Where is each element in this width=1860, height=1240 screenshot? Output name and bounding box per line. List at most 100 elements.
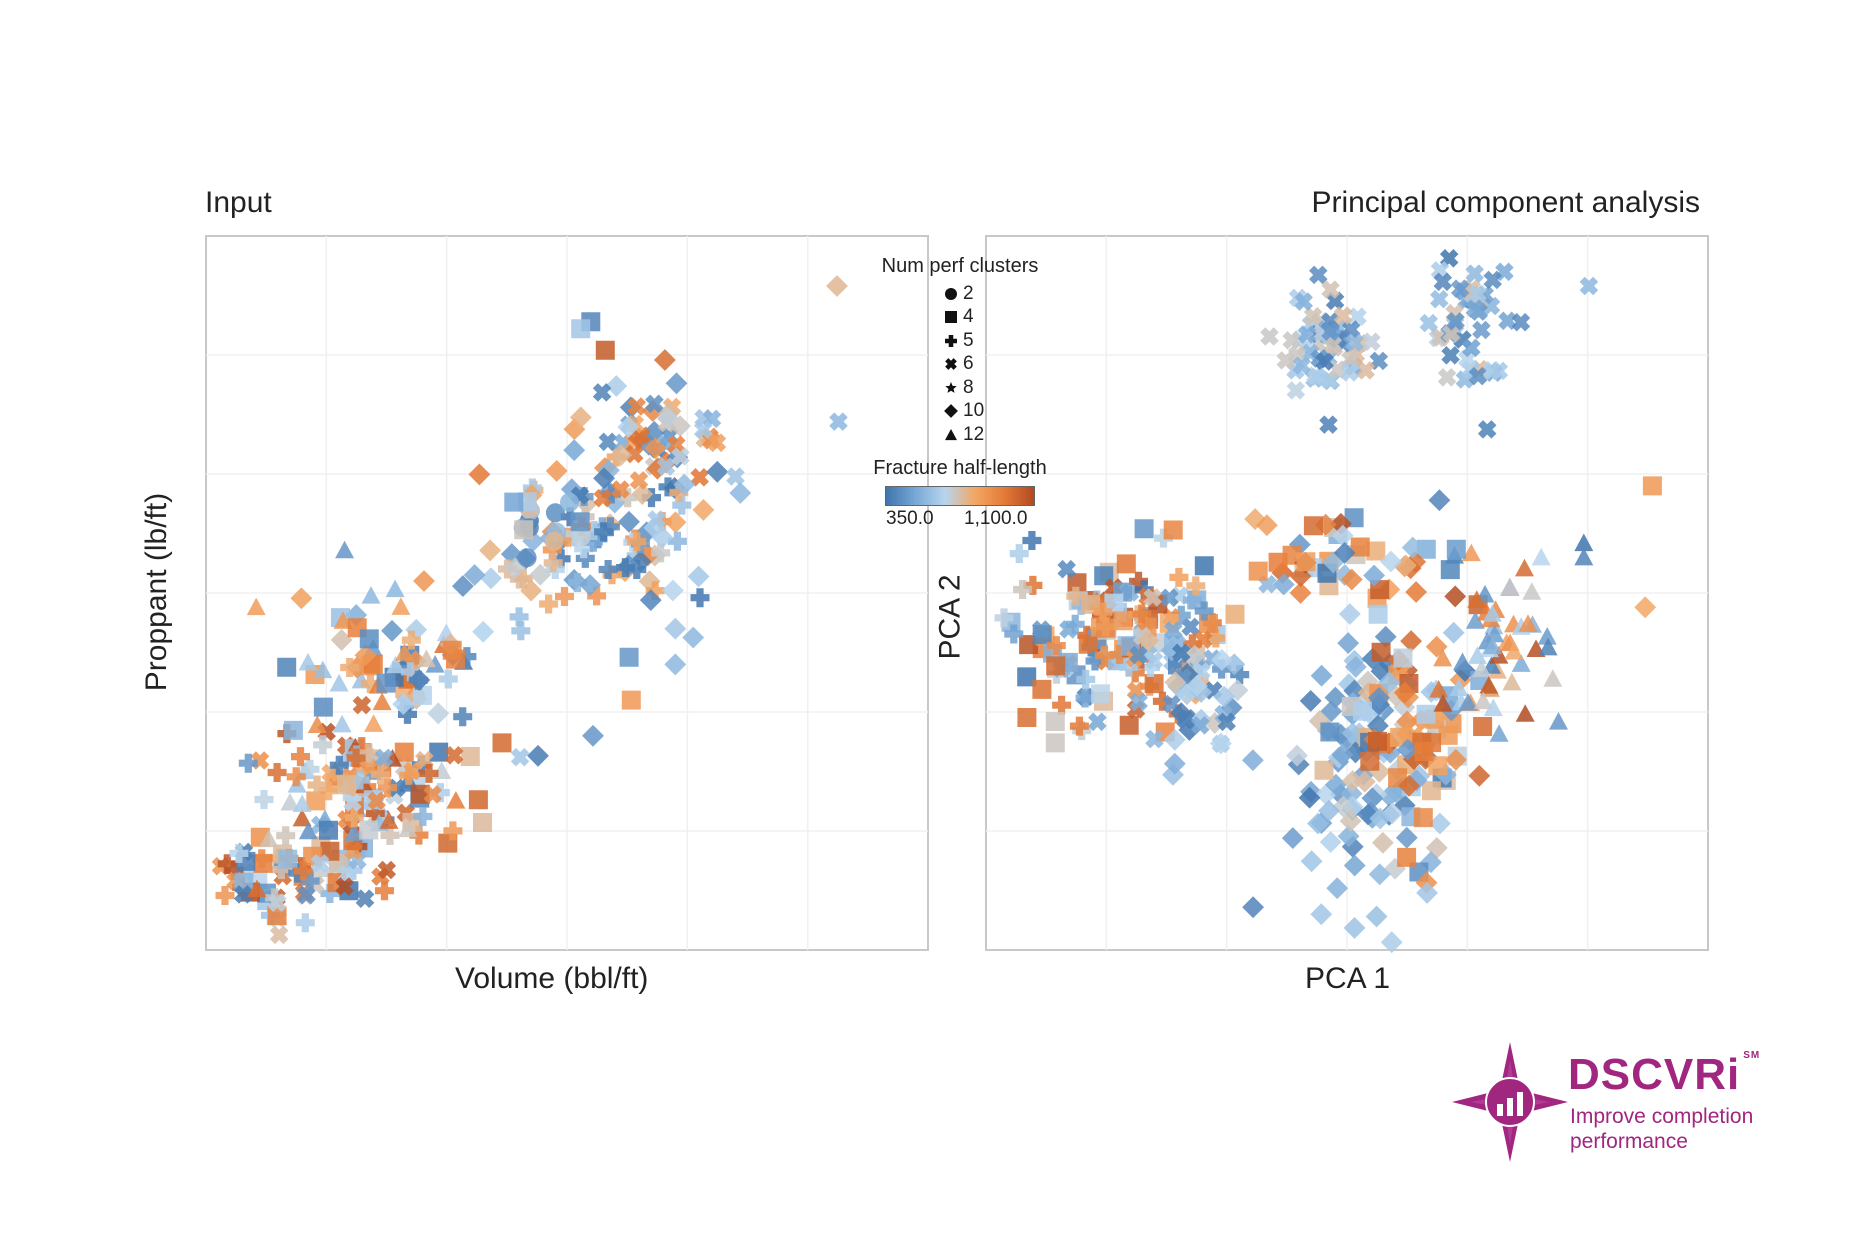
- input-point: [419, 763, 439, 783]
- pca-point: [1057, 559, 1076, 579]
- pca-point: [1489, 646, 1509, 664]
- pca-point: [1145, 729, 1164, 749]
- pca-point: [1385, 781, 1408, 804]
- pca-point: [1091, 684, 1111, 704]
- pca-point: [1318, 799, 1340, 822]
- pca-point: [1170, 702, 1193, 725]
- input-point: [409, 825, 429, 845]
- shape-legend-item: 5: [845, 329, 1075, 353]
- pca-point: [1420, 681, 1443, 703]
- pca-point: [1400, 630, 1423, 653]
- input-point: [300, 759, 320, 779]
- pca-point: [1206, 628, 1226, 648]
- pca-point: [1402, 748, 1425, 771]
- pca-point: [1319, 831, 1342, 853]
- input-point: [386, 655, 405, 674]
- input-point: [611, 480, 630, 499]
- pca-point: [1465, 299, 1485, 318]
- pca-point: [1465, 264, 1484, 283]
- pca-point: [1365, 905, 1388, 928]
- input-point: [292, 794, 312, 812]
- input-point: [385, 579, 405, 598]
- input-point: [513, 568, 533, 588]
- pca-point: [1393, 696, 1416, 719]
- pca-point: [1433, 694, 1453, 712]
- input-point: [619, 647, 639, 667]
- pca-point: [1384, 857, 1406, 880]
- pca-point: [1419, 313, 1439, 333]
- pca-point: [1162, 763, 1184, 786]
- pca-point: [1498, 311, 1517, 331]
- pca-point: [1209, 732, 1232, 755]
- input-point: [664, 617, 687, 640]
- input-point: [545, 459, 568, 482]
- pca-point: [1289, 565, 1312, 588]
- pca-point: [1337, 825, 1360, 848]
- pca-point: [1152, 691, 1172, 711]
- pca-point: [1444, 748, 1467, 771]
- input-point: [337, 864, 357, 884]
- pca-point: [1078, 634, 1098, 654]
- pca-point: [1093, 602, 1113, 622]
- pca-point: [1366, 541, 1386, 561]
- pca-point: [1017, 667, 1037, 687]
- input-point: [829, 412, 848, 431]
- square-marker-icon: [945, 311, 957, 324]
- color-max-label: 1,100.0: [964, 507, 1028, 529]
- pca-point: [1429, 680, 1449, 698]
- input-point: [706, 460, 729, 483]
- input-point: [359, 743, 379, 763]
- pca-point: [1314, 783, 1337, 806]
- pca-point: [1069, 716, 1089, 736]
- pca-point: [1405, 581, 1428, 603]
- pca-point: [1178, 719, 1201, 741]
- input-point: [379, 811, 399, 829]
- input-point: [617, 416, 640, 439]
- pca-point: [1543, 669, 1563, 687]
- input-point: [690, 468, 709, 487]
- pca-point: [1299, 689, 1322, 712]
- input-point: [509, 607, 529, 627]
- pca-point: [1323, 335, 1342, 354]
- pca-point: [1345, 333, 1365, 352]
- pca-point: [1360, 751, 1380, 771]
- pca-point: [1154, 528, 1173, 548]
- input-point: [286, 767, 306, 787]
- pca-point: [1116, 554, 1136, 574]
- color-bar-ticks: 350.0 1,100.0: [886, 506, 1034, 530]
- cross-marker-icon: [945, 358, 957, 371]
- input-point: [582, 724, 604, 747]
- input-point: [690, 588, 710, 608]
- input-point: [280, 792, 300, 811]
- input-point: [667, 435, 686, 454]
- pca-point: [1289, 581, 1312, 604]
- pca-point: [1129, 571, 1148, 591]
- pca-point: [1343, 854, 1366, 877]
- input-panel: [205, 235, 929, 951]
- pca-point: [1182, 634, 1202, 654]
- pca-point: [1489, 361, 1509, 381]
- pca-point: [1217, 712, 1236, 732]
- pca-point: [1186, 674, 1208, 697]
- input-point: [446, 791, 466, 809]
- pca-point: [1119, 715, 1139, 735]
- pca-point: [1361, 787, 1384, 810]
- pca-point: [1353, 701, 1372, 721]
- input-y-axis-label: Proppant (lb/ft): [140, 492, 174, 692]
- pca-point: [1339, 810, 1362, 832]
- pca-point: [1225, 604, 1245, 624]
- input-point: [329, 673, 349, 692]
- pca-point: [1461, 543, 1481, 562]
- pca-point: [1310, 664, 1333, 687]
- pca-point: [1203, 712, 1226, 734]
- input-point: [233, 885, 253, 904]
- input-point: [377, 860, 397, 880]
- input-point: [267, 763, 287, 782]
- input-point: [571, 319, 591, 339]
- pca-point: [1579, 276, 1599, 296]
- input-point: [359, 820, 379, 840]
- pca-point: [1458, 693, 1478, 711]
- input-point: [335, 540, 355, 559]
- pca-x-axis-label: PCA 1: [1305, 962, 1391, 995]
- pca-point: [1483, 636, 1502, 655]
